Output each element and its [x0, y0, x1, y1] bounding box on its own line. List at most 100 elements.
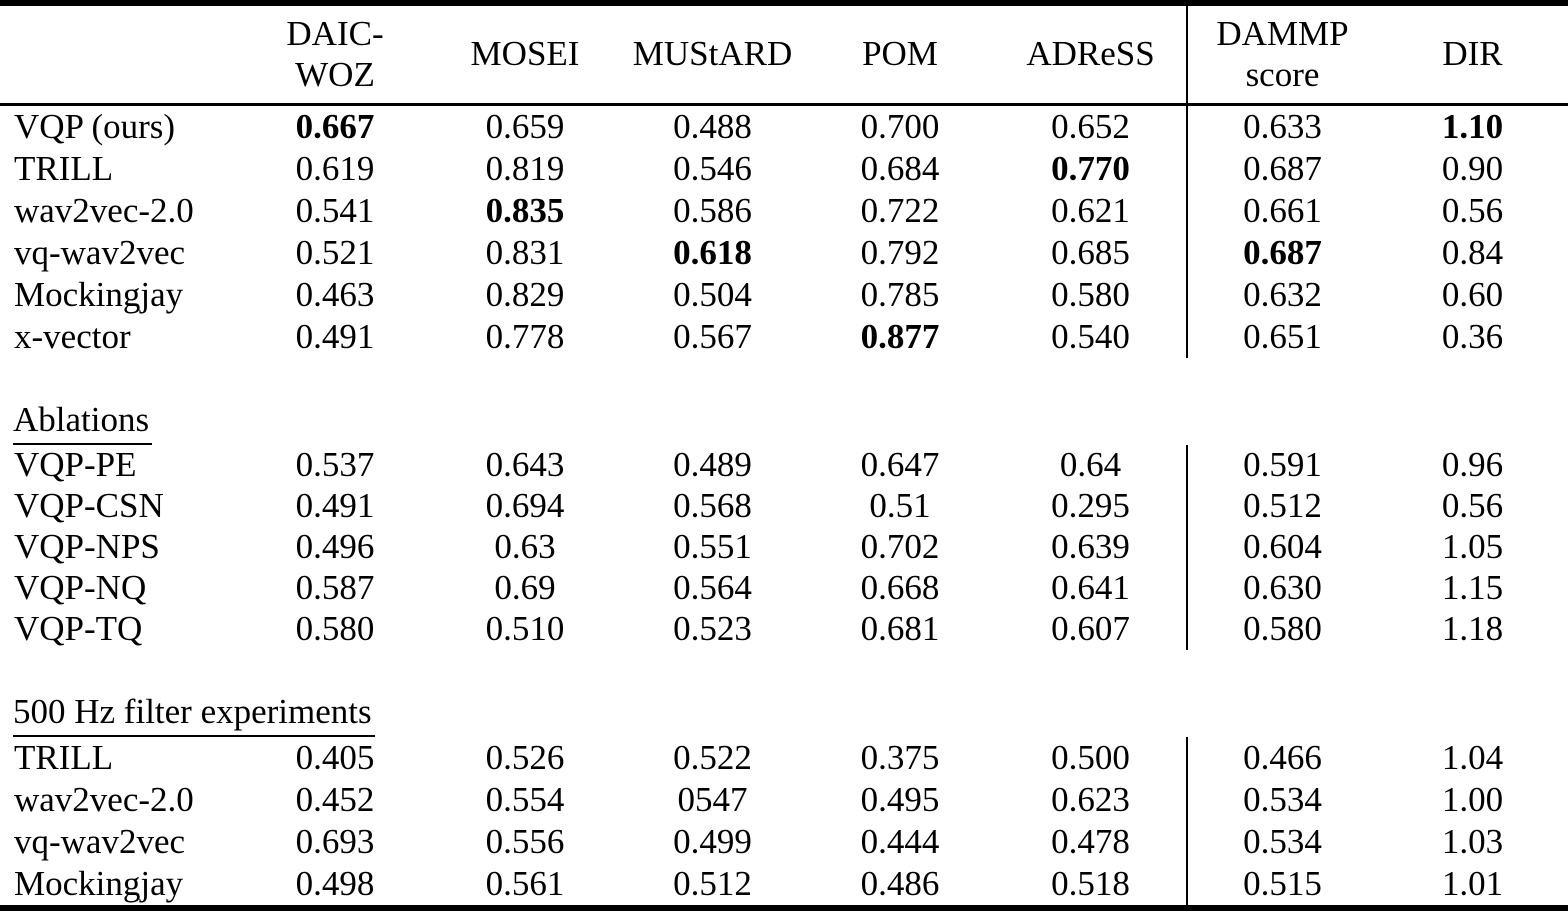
value-cell: 0.491 [295, 486, 375, 526]
value-cell: 0.661 [1186, 190, 1377, 232]
value-cell: 0.700 [860, 106, 940, 146]
value-cell: 0.63 [494, 527, 556, 567]
value-cell: 0.702 [860, 527, 940, 567]
value-cell: 0.580 [295, 609, 375, 649]
row-label: VQP-NPS [14, 527, 160, 567]
value-cell: 0.667 [295, 106, 375, 146]
value-cell: 0.632 [1186, 274, 1377, 316]
value-cell: 0.84 [1441, 232, 1504, 272]
row-label: VQP-NQ [14, 568, 147, 608]
value-cell: 0.619 [295, 148, 375, 188]
row-label: wav2vec-2.0 [14, 779, 194, 819]
value-cell: 0.633 [1186, 104, 1377, 148]
col-header-daic-woz: DAIC- WOZ [240, 3, 430, 105]
value-cell: 0.687 [1186, 148, 1377, 190]
section-heading-cell: Ablations [0, 399, 1568, 445]
value-cell: 0.295 [1051, 486, 1130, 526]
value-cell: 0.630 [1186, 568, 1377, 609]
value-cell: 0.522 [673, 737, 752, 777]
section-spacer-row [0, 358, 1568, 399]
value-cell: 0.586 [673, 190, 752, 230]
row-label: VQP-CSN [14, 486, 164, 526]
value-cell: 0.546 [673, 148, 752, 188]
row-label: VQP (ours) [14, 106, 176, 146]
value-cell: 0.580 [1051, 274, 1130, 314]
value-cell: 0.489 [673, 445, 752, 485]
value-cell: 0.96 [1441, 445, 1504, 485]
row-label: Mockingjay [14, 274, 184, 314]
value-cell: 0.651 [1186, 316, 1377, 358]
value-cell: 0.518 [1051, 863, 1130, 903]
value-cell: 1.18 [1441, 609, 1504, 649]
value-cell: 0.500 [1051, 737, 1130, 777]
table-row: TRILL 0.405 0.526 0.522 0.375 0.500 0.466 1.04 [0, 737, 1568, 779]
value-cell: 0.785 [860, 274, 940, 314]
value-cell: 0.681 [860, 609, 940, 649]
value-cell: 0.495 [860, 779, 940, 819]
value-cell: 0.621 [1051, 190, 1130, 230]
row-label: VQP-PE [14, 445, 137, 485]
value-cell: 0.643 [485, 445, 565, 485]
table-row: TRILL 0.619 0.819 0.546 0.684 0.770 0.687 0.90 [0, 148, 1568, 190]
value-cell: 0547 [677, 779, 748, 819]
value-cell: 0.685 [1051, 232, 1130, 272]
value-cell: 0.541 [295, 190, 375, 230]
value-cell: 0.554 [485, 779, 565, 819]
section-heading: Ablations [13, 400, 153, 445]
row-label: Mockingjay [14, 863, 184, 903]
value-cell: 0.604 [1186, 527, 1377, 568]
value-cell: 0.551 [673, 527, 752, 567]
row-label: TRILL [14, 737, 114, 777]
table-row: VQP-NQ 0.587 0.69 0.564 0.668 0.641 0.630 1.15 [0, 568, 1568, 609]
col-header-line: DAMMP [1216, 14, 1349, 54]
value-cell: 0.722 [860, 190, 940, 230]
value-cell: 0.478 [1051, 821, 1130, 861]
value-cell: 0.510 [485, 609, 565, 649]
value-cell: 0.36 [1441, 316, 1504, 356]
value-cell: 0.64 [1059, 445, 1122, 485]
table-row: x-vector 0.491 0.778 0.567 0.877 0.540 0.651 0.… [0, 316, 1568, 358]
value-cell: 0.694 [485, 486, 565, 526]
value-cell: 0.835 [485, 190, 565, 230]
value-cell: 1.01 [1441, 863, 1504, 903]
value-cell: 1.03 [1441, 821, 1504, 861]
table-row: wav2vec-2.0 0.541 0.835 0.586 0.722 0.621 0.66… [0, 190, 1568, 232]
value-cell: 1.10 [1441, 106, 1504, 146]
table-row: Mockingjay 0.463 0.829 0.504 0.785 0.580 0.632… [0, 274, 1568, 316]
table-row: wav2vec-2.0 0.452 0.554 0547 0.495 0.623 0.534… [0, 779, 1568, 821]
value-cell: 0.561 [485, 863, 565, 903]
row-label: wav2vec-2.0 [14, 190, 194, 230]
value-cell: 0.639 [1051, 527, 1130, 567]
value-cell: 0.499 [673, 821, 752, 861]
col-header-adress: ADReSS [1026, 34, 1155, 74]
value-cell: 0.486 [860, 863, 940, 903]
section-spacer-row [0, 650, 1568, 691]
value-cell: 1.15 [1441, 568, 1504, 608]
value-cell: 0.452 [295, 779, 375, 819]
value-cell: 0.69 [494, 568, 556, 608]
value-cell: 0.567 [673, 316, 752, 356]
section-spacer-cell [0, 358, 1568, 399]
table-row: vq-wav2vec 0.693 0.556 0.499 0.444 0.478 0.534… [0, 821, 1568, 863]
col-header-line: score [1245, 54, 1320, 94]
value-cell: 0.488 [673, 106, 752, 146]
table-row: VQP-PE 0.537 0.643 0.489 0.647 0.64 0.591 0.96 [0, 445, 1568, 486]
value-cell: 0.512 [1186, 486, 1377, 527]
table-row: Mockingjay 0.498 0.561 0.512 0.486 0.518 0.515… [0, 863, 1568, 908]
col-header-dir: DIR [1442, 34, 1503, 74]
section-spacer-cell [0, 650, 1568, 691]
value-cell: 1.05 [1441, 527, 1504, 567]
value-cell: 0.504 [673, 274, 752, 314]
value-cell: 0.693 [295, 821, 375, 861]
row-label: TRILL [14, 148, 114, 188]
value-cell: 0.778 [485, 316, 565, 356]
table-row: VQP-TQ 0.580 0.510 0.523 0.681 0.607 0.580 1.18 [0, 609, 1568, 650]
value-cell: 0.607 [1051, 609, 1130, 649]
value-cell: 0.829 [485, 274, 565, 314]
value-cell: 0.587 [295, 568, 375, 608]
value-cell: 0.540 [1051, 316, 1130, 356]
value-cell: 0.90 [1441, 148, 1504, 188]
row-label: vq-wav2vec [14, 232, 186, 272]
col-header-mosei: MOSEI [470, 34, 580, 74]
